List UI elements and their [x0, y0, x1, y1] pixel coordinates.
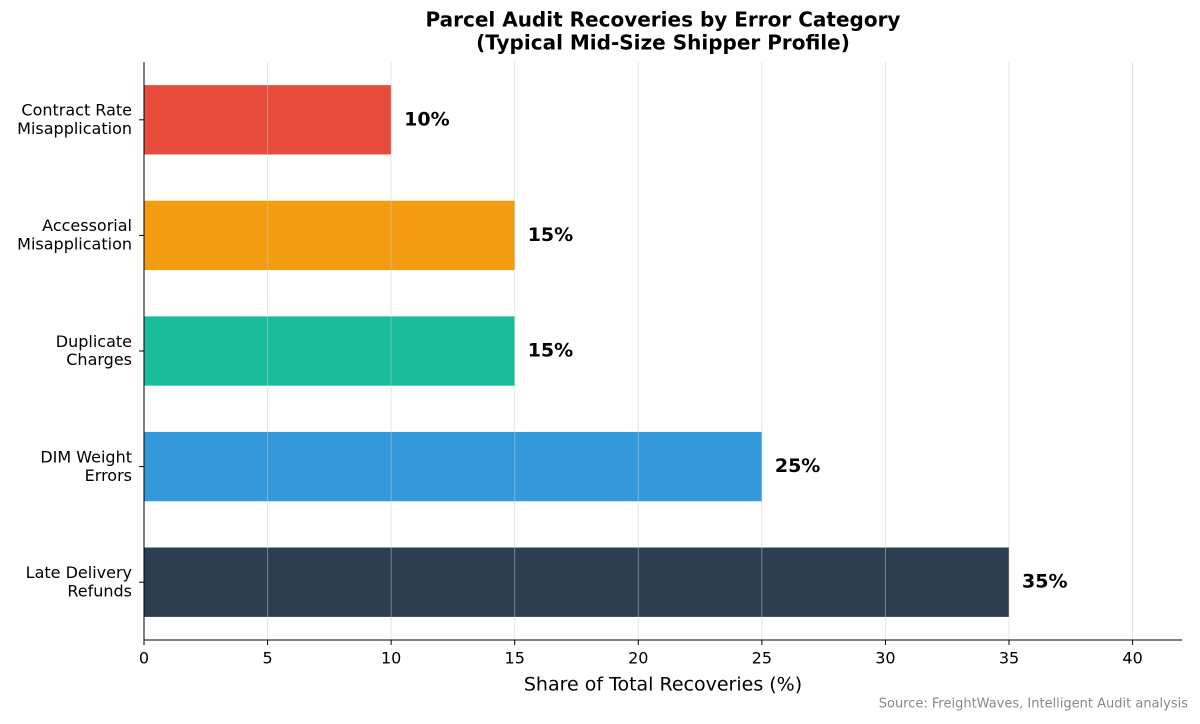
- y-tick-label: Duplicate Charges: [56, 331, 132, 368]
- x-tick-label: 30: [875, 649, 895, 668]
- x-axis-label: Share of Total Recoveries (%): [524, 674, 802, 696]
- x-tick-label: 35: [999, 649, 1019, 668]
- y-tick-label: Accessorial Misapplication: [17, 216, 132, 253]
- value-label: 10%: [404, 108, 449, 130]
- y-tick-label: Late Delivery Refunds: [26, 563, 132, 600]
- y-tick-label: DIM Weight Errors: [40, 447, 132, 484]
- bar: [144, 200, 515, 271]
- x-tick-label: 25: [752, 649, 772, 668]
- x-tick-label: 10: [381, 649, 401, 668]
- value-label: 15%: [528, 224, 573, 246]
- x-tick-label: 5: [262, 649, 272, 668]
- x-tick-label: 40: [1122, 649, 1142, 668]
- x-tick-label: 15: [505, 649, 525, 668]
- value-label: 25%: [775, 455, 820, 477]
- value-label: 15%: [528, 340, 573, 362]
- y-tick-label: Contract Rate Misapplication: [17, 100, 132, 137]
- x-tick-label: 0: [139, 649, 149, 668]
- x-tick-label: 20: [628, 649, 648, 668]
- bar: [144, 547, 1009, 617]
- source-note: Source: FreightWaves, Intelligent Audit …: [879, 697, 1188, 712]
- bar: [144, 431, 762, 502]
- chart-title: Parcel Audit Recoveries by Error Categor…: [426, 7, 901, 54]
- value-label: 35%: [1022, 571, 1067, 593]
- bar: [144, 316, 515, 386]
